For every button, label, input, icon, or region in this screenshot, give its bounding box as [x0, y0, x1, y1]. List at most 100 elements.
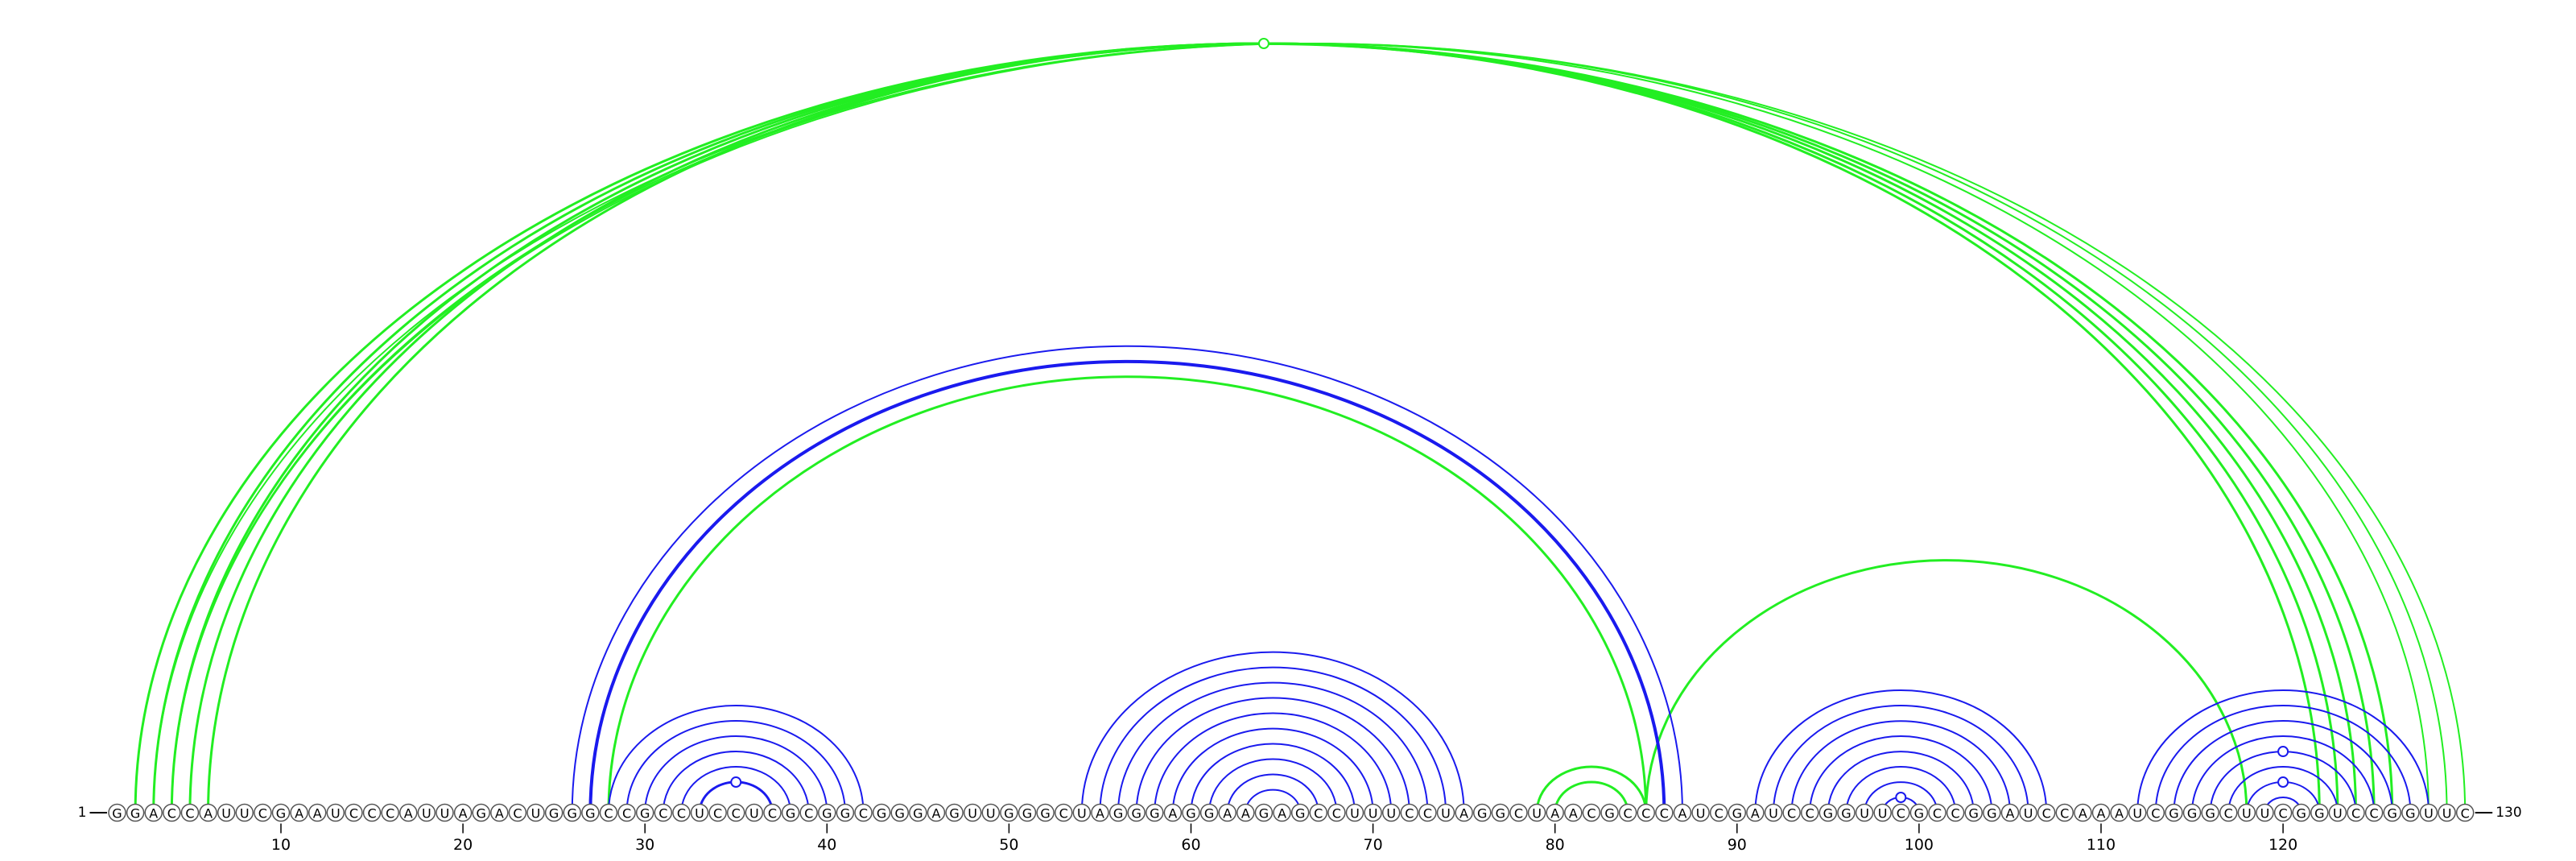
- nucleotide-circle: [872, 803, 891, 822]
- nucleotide-letter: G: [949, 806, 959, 822]
- nucleotide-letter: G: [1823, 806, 1833, 822]
- nucleotide-letter: G: [2405, 806, 2415, 822]
- tick-label-10: 10: [271, 836, 291, 854]
- nucleotide-circle: [308, 803, 327, 822]
- arc-32-38-blue: [680, 766, 792, 813]
- nucleotide-letter: G: [2314, 806, 2324, 822]
- nucleotide-letter: G: [585, 806, 595, 822]
- nucleotide: U: [1364, 803, 1382, 822]
- nucleotide-circle: [836, 803, 855, 822]
- nucleotide-circle: [1018, 803, 1037, 822]
- nucleotide-letter: C: [1423, 806, 1432, 822]
- nucleotide-letter: C: [1660, 806, 1669, 822]
- nucleotide-letter: C: [2370, 806, 2379, 822]
- nucleotide: G: [1127, 803, 1146, 822]
- nucleotide-circle: [654, 803, 673, 822]
- nucleotide-letter: A: [1096, 806, 1104, 822]
- arc-58-71-blue: [1154, 712, 1393, 813]
- nucleotide: U: [2419, 803, 2438, 822]
- nucleotide: C: [1400, 803, 1419, 822]
- nucleotide: C: [854, 803, 873, 822]
- nucleotide-circle: [854, 803, 873, 822]
- nucleotide-circle: [799, 803, 818, 822]
- nucleotide-circle: [362, 803, 382, 822]
- nucleotide-circle: [1327, 803, 1346, 822]
- nucleotide-circle: [1290, 803, 1310, 822]
- nucleotide-letter: U: [1368, 806, 1378, 822]
- nucleotide-circle: [1236, 803, 1255, 822]
- nucleotide: C: [1327, 803, 1346, 822]
- nucleotide: C: [2219, 803, 2238, 822]
- nucleotide-circle: [2383, 803, 2401, 822]
- arc-markers: [730, 38, 2289, 804]
- nucleotide-letter: C: [2224, 806, 2233, 822]
- nucleotide: G: [818, 803, 836, 822]
- nucleotide: G: [1146, 803, 1164, 822]
- arc-28-42-blue: [607, 705, 865, 813]
- nucleotide-letter: C: [1314, 806, 1323, 822]
- nucleotide-letter: U: [2260, 806, 2270, 822]
- nucleotide-circle: [745, 803, 764, 822]
- nucleotide: U: [2328, 803, 2347, 822]
- nucleotide-letter: U: [440, 806, 450, 822]
- nucleotide-circle: [508, 803, 527, 822]
- arc-62-67-blue: [1226, 773, 1319, 813]
- arc-91-107-blue: [1754, 689, 2048, 813]
- nucleotide-letter: G: [2388, 806, 2397, 822]
- nucleotide: U: [981, 803, 1001, 822]
- nucleotide-circle: [217, 803, 236, 822]
- nucleotide-circle: [1746, 803, 1765, 822]
- nucleotide-letter: G: [1022, 806, 1032, 822]
- nucleotide: C: [2455, 803, 2475, 822]
- nucleotide-circle: [108, 803, 126, 822]
- nucleotide-circle: [1491, 803, 1510, 822]
- nucleotide: C: [2037, 803, 2056, 822]
- nucleotide-letter: C: [1641, 806, 1650, 822]
- arc-6-122-green: [207, 42, 2321, 813]
- nucleotide: C: [599, 803, 618, 822]
- nucleotide-circle: [1381, 803, 1401, 822]
- nucleotide-letter: G: [822, 806, 832, 822]
- nucleotide: G: [1600, 803, 1619, 822]
- nucleotide-letter: A: [313, 806, 322, 822]
- nucleotide-circle: [927, 803, 946, 822]
- nucleotide: U: [1436, 803, 1455, 822]
- nucleotide-circle: [2091, 803, 2111, 822]
- nucleotide-circle: [563, 803, 581, 822]
- nucleotide-circle: [1091, 803, 1109, 822]
- arc-113-127-blue: [2154, 705, 2412, 813]
- nucleotide: U: [526, 803, 545, 822]
- nucleotide-circle: [472, 803, 490, 822]
- nucleotide-circle: [1709, 803, 1728, 822]
- nucleotide-circle: [2364, 803, 2384, 822]
- nucleotide-letter: C: [1514, 806, 1523, 822]
- nucleotide-letter: C: [1933, 806, 1942, 822]
- nucleotide-circle: [1983, 803, 2001, 822]
- nucleotide-circle: [672, 803, 691, 822]
- nucleotide-circle: [690, 803, 709, 822]
- nucleotide-circle: [818, 803, 836, 822]
- nucleotide-circle: [781, 803, 800, 822]
- nucleotide-circle: [981, 803, 1001, 822]
- nucleotide: G: [108, 803, 126, 822]
- arc-85-118-green: [1645, 559, 2248, 813]
- nucleotide-circle: [1618, 803, 1637, 822]
- arc-57-72-blue: [1135, 697, 1410, 813]
- nucleotide: U: [1855, 803, 1874, 822]
- nucleotide-circle: [526, 803, 545, 822]
- nucleotide-letter: G: [2296, 806, 2306, 822]
- nucleotide-circle: [1637, 803, 1655, 822]
- arc-4-129-green: [171, 43, 2446, 813]
- nucleotide-letter: G: [786, 806, 795, 822]
- nucleotide: G: [126, 803, 145, 822]
- nucleotide-circle: [963, 803, 982, 822]
- nucleotide: G: [2165, 803, 2183, 822]
- nucleotide-circle: [453, 803, 473, 822]
- nucleotide: G: [1473, 803, 1492, 822]
- arc-97-101-blue: [1864, 781, 1938, 813]
- nucleotide-circle: [2438, 803, 2456, 822]
- nucleotide-circle: [2237, 803, 2256, 822]
- nucleotide: G: [563, 803, 581, 822]
- nucleotide-letter: C: [604, 806, 613, 822]
- nucleotide-letter: U: [749, 806, 759, 822]
